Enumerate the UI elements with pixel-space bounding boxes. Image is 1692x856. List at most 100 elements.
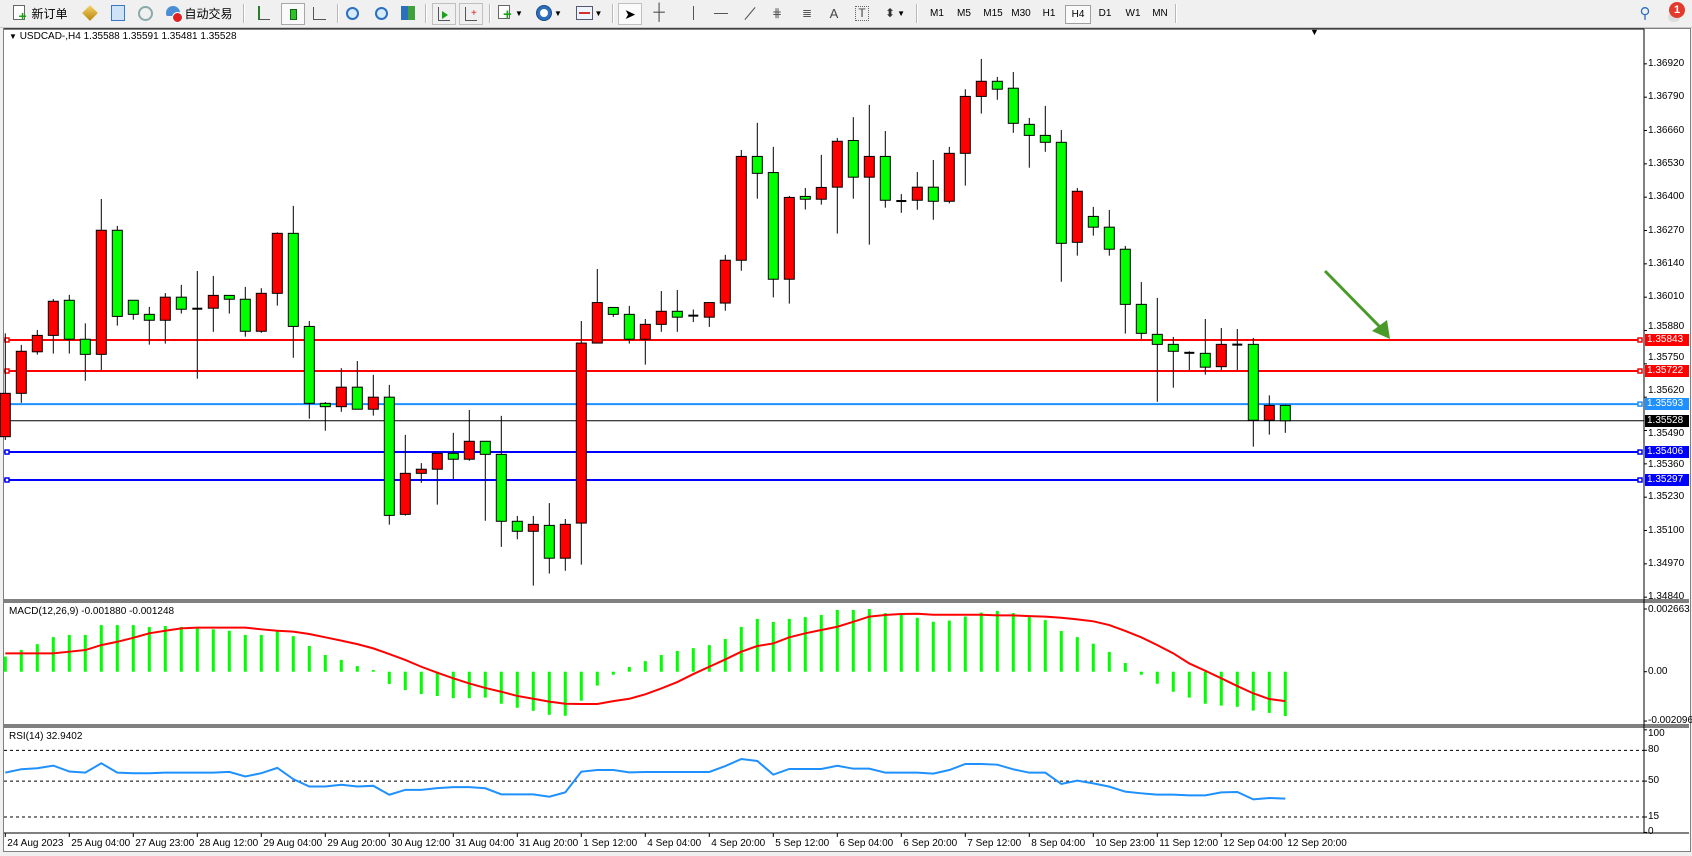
candle-body [351,386,363,410]
macd-histogram-bar [403,671,407,691]
fibo-fan-button[interactable]: ≣ [798,3,816,23]
time-axis-label: 4 Sep 20:00 [711,838,766,849]
templates-button[interactable]: ▼ [574,3,604,23]
horizontal-line-price-label[interactable]: 1.35593 [1645,398,1689,411]
macd-histogram-bar [19,650,23,672]
arrows-button[interactable]: ⬍ ▼ [880,3,910,23]
indicators-button[interactable]: + ▼ [496,3,524,23]
macd-histogram-bar [467,671,471,699]
candle-body [463,440,475,460]
navigator-button[interactable] [109,3,127,23]
fibonacci-button[interactable]: ⋕ [768,3,786,23]
rsi-axis-label: 80 [1648,744,1660,756]
line-handle-right [1637,337,1643,343]
timeframe-mn[interactable]: MN [1152,8,1168,19]
candle-body [159,296,171,321]
horizontal-line-price-label[interactable]: 1.35722 [1645,365,1689,378]
price-tick-label: 1.36400 [1648,191,1685,203]
candle-body [1199,352,1211,368]
candle-body [1184,351,1195,354]
timeframe-d1[interactable]: D1 [1098,8,1112,19]
time-axis-label: 30 Aug 12:00 [391,838,451,849]
auto-scroll-button[interactable] [432,3,456,25]
zoom-out-icon [374,6,388,20]
tile-windows-button[interactable] [399,3,417,23]
line-chart-button[interactable] [310,3,328,23]
candle [959,89,971,186]
timeframe-h1[interactable]: H1 [1042,8,1056,19]
candle-body [399,472,411,515]
text-button[interactable]: A [826,3,842,23]
timeframe-m30[interactable]: M30 [1011,8,1031,19]
new-order-button[interactable]: + 新订单 [6,3,74,23]
macd-histogram-bar [1283,671,1287,716]
candle [543,503,555,574]
horizontal-line-button[interactable] [712,3,730,23]
chart-shift-marker-icon[interactable]: ▼ [1310,27,1319,37]
macd-histogram-bar [1139,671,1143,675]
candle-body [847,140,859,178]
rsi-axis-label: 50 [1648,775,1660,787]
timeframe-w1[interactable]: W1 [1125,8,1141,19]
macd-histogram-bar [531,671,535,711]
cursor-button[interactable]: ➤ [618,3,642,25]
horizontal-line-price-label[interactable]: 1.35843 [1645,334,1689,346]
macd-histogram-bar [915,617,919,672]
candle [911,172,923,210]
rsi-header: RSI(14) 32.9402 [9,731,83,742]
candle [159,293,171,344]
candle [63,294,75,354]
toolbar-separator [425,4,427,23]
candle [591,268,603,344]
crosshair-button[interactable]: ┼ [650,3,668,23]
zoom-in-button[interactable] [343,3,361,23]
candle [1119,245,1131,334]
macd-histogram-bar [1011,613,1015,672]
candle-body [719,259,731,304]
horizontal-line-price-label[interactable]: 1.35406 [1645,446,1689,459]
zoom-out-button[interactable] [372,3,390,23]
macd-histogram-bar [579,671,583,701]
auto-trading-button[interactable]: 自动交易 [163,3,235,23]
bar-chart-button[interactable] [255,3,273,23]
timeframe-m15[interactable]: M15 [983,8,1003,19]
candle [735,150,747,271]
macd-histogram-bar [355,666,359,672]
fibo-fan-icon: ≣ [801,6,813,20]
text-label-button[interactable]: T [854,3,870,23]
search-button[interactable]: ⚲ [1636,3,1654,23]
chart-shift-button[interactable]: + [459,3,483,25]
macd-histogram-bar [195,628,199,672]
periods-button[interactable]: ▼ [535,3,563,23]
macd-histogram-bar [1187,671,1191,698]
macd-histogram-bar [163,626,167,672]
candle-body [751,155,763,174]
macd-histogram-bar [291,636,295,672]
macd-histogram-bar [819,614,823,672]
horizontal-line-price-label[interactable]: 1.35297 [1645,473,1689,486]
candlestick-chart-button[interactable] [281,3,305,25]
candle [527,515,539,586]
candle-body [527,523,539,532]
macd-histogram-bar [1075,637,1079,672]
candle-body [95,229,107,355]
candle-body [959,95,971,154]
chart-window[interactable] [3,28,1691,852]
signals-button[interactable] [136,3,154,23]
candle-body [223,294,235,300]
candle [351,361,363,410]
vertical-line-button[interactable] [685,3,701,23]
candle-body [863,155,875,178]
timeframe-m5[interactable]: M5 [957,8,971,19]
timeframe-m1[interactable]: M1 [930,8,944,19]
collapse-triangle-icon[interactable]: ▼ [9,32,17,41]
macd-histogram-bar [707,645,711,672]
symbol-ohlc-text: USDCAD-,H4 1.35588 1.35591 1.35481 1.355… [19,31,237,42]
candle [0,333,11,440]
macd-histogram-bar [99,625,103,672]
candle [671,290,683,332]
candle [192,271,203,379]
timeframe-h4[interactable]: H4 [1065,5,1091,24]
candle [559,518,571,571]
